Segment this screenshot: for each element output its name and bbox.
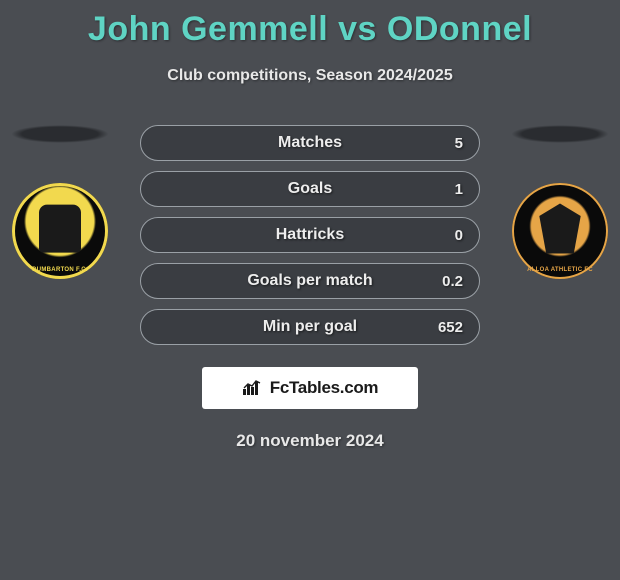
stat-value-right: 5	[455, 135, 463, 152]
page-title: John Gemmell vs ODonnel	[0, 0, 620, 49]
right-team-column: ALLOA ATHLETIC FC	[510, 125, 610, 279]
player-silhouette-left	[11, 125, 109, 143]
stat-value-right: 0	[455, 227, 463, 244]
stat-row-matches: Matches 5	[140, 125, 480, 161]
stat-row-goals: Goals 1	[140, 171, 480, 207]
player-silhouette-right	[511, 125, 609, 143]
crest-emblem-icon	[537, 204, 583, 254]
team-crest-left: DUMBARTON F.C.	[12, 183, 108, 279]
left-team-column: DUMBARTON F.C.	[10, 125, 110, 279]
stat-value-right: 1	[455, 181, 463, 198]
stat-row-min-per-goal: Min per goal 652	[140, 309, 480, 345]
comparison-panel: DUMBARTON F.C. ALLOA ATHLETIC FC Matches…	[0, 125, 620, 451]
stats-list: Matches 5 Goals 1 Hattricks 0 Goals per …	[140, 125, 480, 345]
brand-text: FcTables.com	[270, 378, 379, 398]
stat-row-hattricks: Hattricks 0	[140, 217, 480, 253]
subtitle: Club competitions, Season 2024/2025	[0, 67, 620, 85]
stat-label: Goals per match	[247, 272, 372, 290]
brand-link[interactable]: FcTables.com	[202, 367, 418, 409]
stat-label: Goals	[288, 180, 332, 198]
footer-date: 20 november 2024	[0, 431, 620, 451]
crest-emblem-icon	[39, 205, 81, 253]
stat-row-goals-per-match: Goals per match 0.2	[140, 263, 480, 299]
stat-value-right: 0.2	[442, 273, 463, 290]
crest-label-left: DUMBARTON F.C.	[12, 267, 108, 273]
stat-label: Hattricks	[276, 226, 344, 244]
stat-label: Min per goal	[263, 318, 357, 336]
crest-label-right: ALLOA ATHLETIC FC	[512, 267, 608, 273]
team-crest-right: ALLOA ATHLETIC FC	[512, 183, 608, 279]
stat-label: Matches	[278, 134, 342, 152]
bar-chart-icon	[242, 379, 264, 397]
stat-value-right: 652	[438, 319, 463, 336]
